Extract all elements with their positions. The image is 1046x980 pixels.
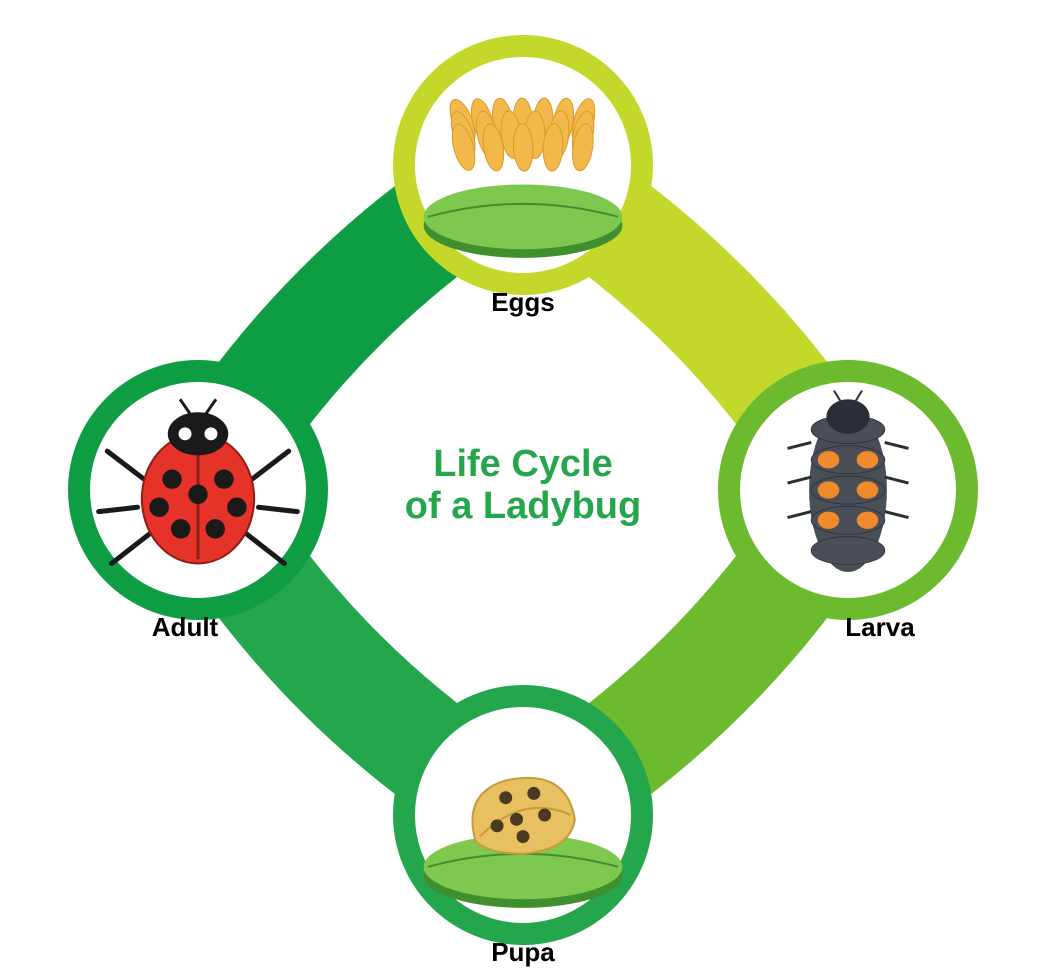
stage-larva-circle <box>740 382 956 598</box>
stage-eggs-label: Eggs <box>423 287 623 318</box>
larva-icon <box>740 382 956 598</box>
stage-adult <box>68 360 328 620</box>
stage-larva <box>718 360 978 620</box>
lifecycle-diagram: Life Cycle of a Ladybug Eggs Larva Pupa <box>0 0 1046 980</box>
ladybug-icon <box>90 382 306 598</box>
center-title-line1: Life Cycle <box>363 444 683 486</box>
pupa-on-leaf-icon <box>415 707 631 923</box>
stage-pupa-circle <box>415 707 631 923</box>
stage-pupa-label: Pupa <box>423 937 623 968</box>
stage-pupa <box>393 685 653 945</box>
stage-adult-label: Adult <box>85 612 285 643</box>
eggs-on-leaf-icon <box>415 57 631 273</box>
stage-adult-circle <box>90 382 306 598</box>
stage-eggs-circle <box>415 57 631 273</box>
stage-larva-label: Larva <box>780 612 980 643</box>
stage-eggs <box>393 35 653 295</box>
center-title: Life Cycle of a Ladybug <box>363 444 683 528</box>
center-title-line2: of a Ladybug <box>363 486 683 528</box>
